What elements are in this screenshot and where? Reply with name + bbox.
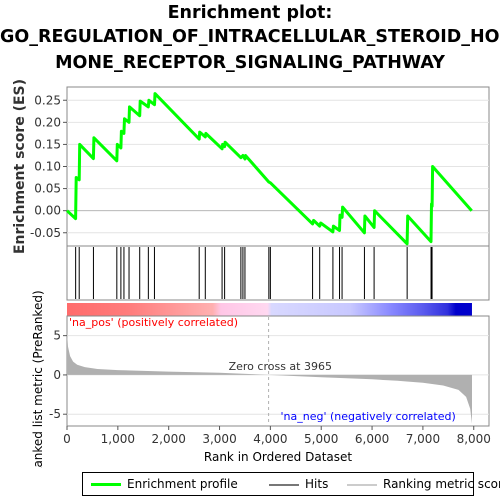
x-axis-label: Rank in Ordered Dataset [204, 450, 352, 464]
enrichment-profile-line [65, 92, 473, 246]
rank-xtick-label: 7,000 [406, 432, 440, 446]
es-ytick-label: -0.05 [30, 226, 61, 240]
es-ytick-label: 0.20 [34, 115, 61, 129]
chart-title-line-1: Enrichment plot: [167, 3, 333, 23]
legend-hits-swatch [269, 484, 299, 486]
ranking-metric-area [67, 331, 472, 424]
rank-xtick-label: 6,000 [355, 432, 389, 446]
rank-ytick-label: 5 [53, 329, 61, 343]
es-y-axis-label: Enrichment score (ES) [12, 79, 28, 254]
legend-enrichment-label: Enrichment profile [127, 477, 238, 491]
rank-xtick-label: 3,000 [202, 432, 236, 446]
rank-xtick-label: 1,000 [101, 432, 135, 446]
rank-color-bar [67, 303, 472, 316]
hits-frame [66, 245, 490, 301]
legend-ranking-label: Ranking metric scores [383, 477, 500, 491]
legend-ranking-swatch [347, 484, 377, 486]
es-ytick-label: 0.15 [34, 137, 61, 151]
neg-correlated-label: 'na_neg' (negatively correlated) [281, 410, 456, 423]
chart-title-line-2: GO_REGULATION_OF_INTRACELLULAR_STEROID_H… [0, 27, 500, 47]
es-ytick-label: 0.00 [34, 204, 61, 218]
rank-xtick-label: 4,000 [253, 432, 287, 446]
rank-y-axis-label: Ranked list metric (PreRanked) [31, 290, 45, 468]
legend-enrichment-swatch [91, 483, 121, 486]
rank-xtick-label: 8,000 [457, 432, 491, 446]
rank-ytick-label: -5 [49, 407, 61, 421]
rank-xtick-label: 2,000 [152, 432, 186, 446]
es-ytick-label: 0.10 [34, 160, 61, 174]
pos-correlated-label: 'na_pos' (positively correlated) [69, 316, 238, 329]
rank-xtick-label: 0 [63, 432, 71, 446]
es-ytick-label: 0.05 [34, 182, 61, 196]
rank-ytick-label: 0 [53, 368, 61, 382]
chart-title-line-3: MONE_RECEPTOR_SIGNALING_PATHWAY [55, 53, 445, 73]
legend-hits-label: Hits [305, 477, 329, 491]
zero-cross-label: Zero cross at 3965 [229, 360, 332, 373]
es-ytick-label: 0.25 [34, 93, 61, 107]
legend: Enrichment profile Hits Ranking metric s… [82, 472, 500, 496]
rank-xtick-label: 5,000 [304, 432, 338, 446]
